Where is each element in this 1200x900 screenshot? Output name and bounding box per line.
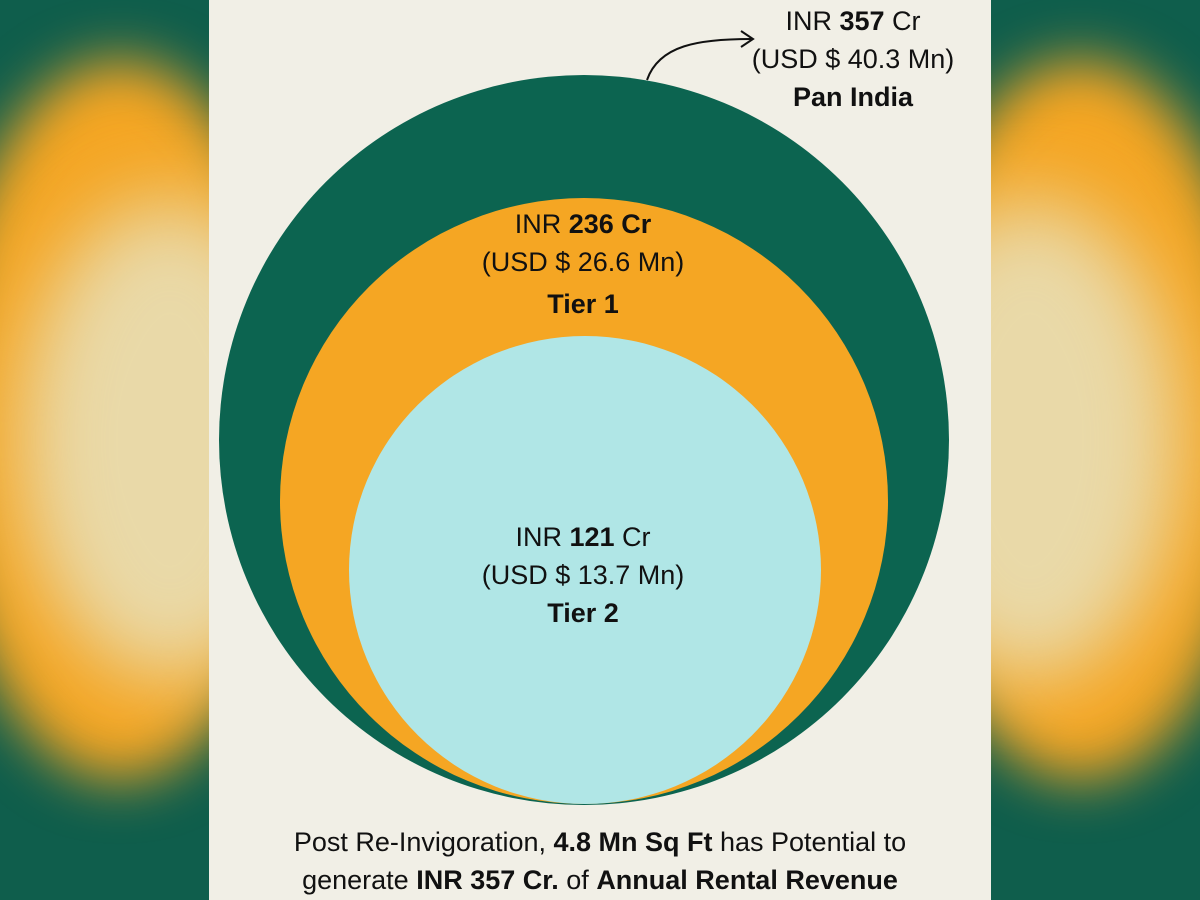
caption-annual-revenue: Annual Rental Revenue bbox=[596, 865, 898, 895]
right-blurred-backdrop bbox=[990, 0, 1200, 900]
inr-value: 236 Cr bbox=[568, 209, 652, 239]
curved-arrow-icon bbox=[646, 30, 755, 81]
tier1-inr: INR 236 Cr bbox=[433, 205, 733, 243]
caption-line-1: Post Re-Invigoration, 4.8 Mn Sq Ft has P… bbox=[209, 822, 991, 862]
pan-india-inr: INR 357 Cr bbox=[703, 2, 991, 40]
tier2-name: Tier 2 bbox=[547, 598, 619, 628]
pan-india-label: INR 357 Cr (USD $ 40.3 Mn) Pan India bbox=[703, 2, 991, 116]
infographic-panel: INR 357 Cr (USD $ 40.3 Mn) Pan India INR… bbox=[209, 0, 991, 900]
inr-suffix: Cr bbox=[892, 6, 921, 36]
caption-text: generate bbox=[302, 865, 417, 895]
caption-text: Post Re-Invigoration, bbox=[293, 827, 554, 857]
inr-suffix: Cr bbox=[622, 522, 651, 552]
inr-value: 121 bbox=[569, 522, 615, 552]
caption-text: of bbox=[558, 865, 597, 895]
pan-india-name: Pan India bbox=[792, 82, 914, 112]
inr-prefix: INR bbox=[514, 209, 562, 239]
tier1-label: INR 236 Cr (USD $ 26.6 Mn) Tier 1 bbox=[433, 205, 733, 323]
tier2-usd: (USD $ 13.7 Mn) bbox=[481, 560, 685, 590]
tier2-inr: INR 121 Cr bbox=[433, 518, 733, 556]
inr-prefix: INR bbox=[785, 6, 832, 36]
caption-line-2: generate INR 357 Cr. of Annual Rental Re… bbox=[209, 860, 991, 900]
caption-text: has Potential to bbox=[712, 827, 907, 857]
caption-area-highlight: 4.8 Mn Sq Ft bbox=[553, 827, 713, 857]
left-blurred-backdrop bbox=[0, 0, 210, 900]
tier2-circle bbox=[349, 336, 821, 804]
inr-value: 357 bbox=[839, 6, 885, 36]
pan-india-usd: (USD $ 40.3 Mn) bbox=[751, 44, 955, 74]
tier1-name: Tier 1 bbox=[547, 289, 619, 319]
tier1-usd: (USD $ 26.6 Mn) bbox=[481, 247, 685, 277]
caption-revenue-highlight: INR 357 Cr. bbox=[416, 865, 559, 895]
inr-prefix: INR bbox=[515, 522, 562, 552]
tier2-label: INR 121 Cr (USD $ 13.7 Mn) Tier 2 bbox=[433, 518, 733, 632]
